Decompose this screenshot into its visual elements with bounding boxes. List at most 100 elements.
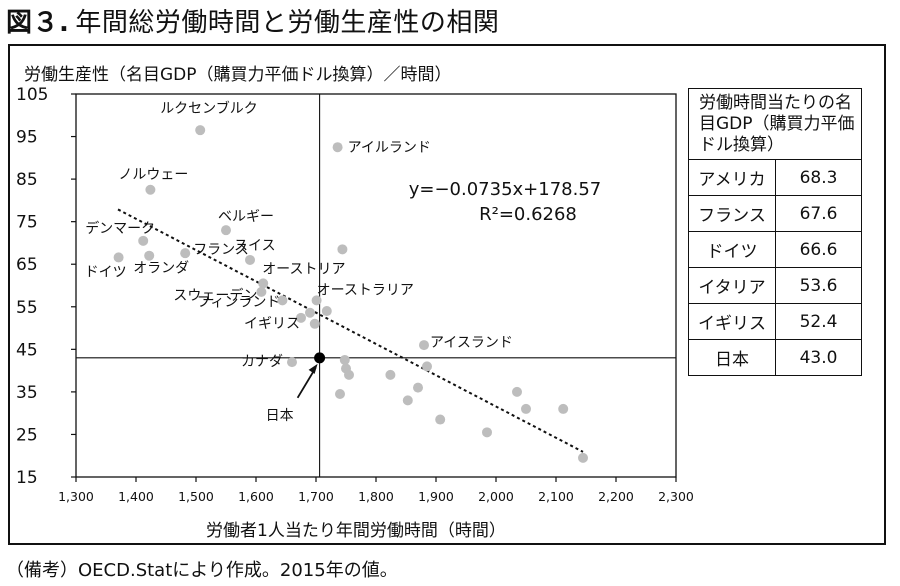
data-point	[521, 403, 531, 414]
data-point	[321, 306, 332, 317]
point-label: ルクセンブルク	[160, 100, 258, 117]
data-point	[138, 235, 149, 246]
point-label: ノルウェー	[118, 167, 188, 183]
side-table-value: 66.6	[799, 239, 838, 260]
x-tick-label: 1,900	[418, 489, 454, 504]
data-point	[296, 312, 306, 323]
side-table-value: 68.3	[799, 167, 838, 188]
data-point	[422, 361, 432, 372]
point-label: カナダ	[241, 354, 283, 370]
data-point	[145, 184, 156, 195]
data-point	[512, 386, 522, 397]
side-table-row: イタリア 53.6	[689, 268, 861, 304]
y-tick-label: 15	[16, 468, 38, 488]
data-point	[195, 125, 206, 136]
data-point	[435, 414, 446, 425]
x-tick-label: 1,600	[238, 489, 274, 504]
side-table: 労働時間当たりの名目GDP（購買力平価ドル換算） アメリカ 68.3 フランス 67.…	[688, 88, 862, 376]
side-table-country: アメリカ	[689, 160, 776, 195]
y-axis-title: 労働生産性（名目GDP（購買力平価ドル換算）／時間）	[24, 65, 452, 85]
side-table-body: アメリカ 68.3 フランス 67.6 ドイツ 66.6 イタリア 53.6 イギリス 52.4 日…	[689, 160, 861, 375]
data-point	[311, 295, 322, 306]
y-tick-label: 35	[16, 383, 38, 403]
x-axis-title: 労働者1人当たり年間労働時間（時間）	[206, 521, 506, 541]
regression-equation: y=−0.0735x+178.57	[409, 179, 602, 200]
figure-note: （備考）OECD.Statにより作成。2015年の値。	[6, 560, 398, 581]
point-label: オランダ	[133, 261, 189, 277]
data-point	[558, 403, 569, 414]
side-table-country: ドイツ	[689, 232, 776, 267]
y-tick-label: 105	[16, 85, 48, 105]
data-point	[256, 286, 267, 297]
side-table-row: アメリカ 68.3	[689, 160, 861, 196]
data-point	[482, 427, 492, 438]
data-point	[385, 369, 396, 380]
side-table-row: 日本 43.0	[689, 340, 861, 375]
figure-number: 図３.	[6, 8, 70, 38]
x-tick-label: 2,100	[538, 489, 574, 504]
point-label: イギリス	[244, 316, 300, 332]
data-point	[258, 278, 269, 289]
side-table-row: フランス 67.6	[689, 196, 861, 232]
y-tick-label: 25	[16, 425, 38, 445]
figure-title-text: 年間総労働時間と労働生産性の相関	[75, 8, 500, 38]
point-label: ドイツ	[85, 264, 127, 280]
data-point	[221, 225, 231, 236]
data-point	[402, 395, 413, 406]
side-table-country: イタリア	[689, 268, 776, 303]
x-tick-label: 1,400	[118, 489, 154, 504]
data-point	[335, 389, 345, 400]
data-point	[305, 307, 315, 318]
data-point	[287, 357, 297, 368]
x-tick-label: 2,300	[658, 489, 694, 504]
side-table-country: 日本	[689, 340, 776, 375]
side-table-value: 43.0	[799, 347, 838, 368]
japan-arrow	[296, 367, 317, 399]
chart-frame	[8, 44, 886, 545]
side-table-row: イギリス 52.4	[689, 304, 861, 340]
point-label: スウェーデン	[173, 287, 257, 304]
point-label: ベルギー	[218, 209, 274, 225]
point-label: オーストリア	[262, 261, 345, 277]
figure-title: 図３. 年間総労働時間と労働生産性の相関	[6, 2, 499, 39]
data-point	[144, 250, 155, 261]
japan-arrow-head	[308, 363, 318, 374]
data-point	[180, 248, 191, 259]
y-tick-label: 85	[16, 170, 38, 190]
side-table-value: 53.6	[799, 275, 838, 296]
y-tick-label: 45	[16, 340, 38, 360]
side-table-row: ドイツ 66.6	[689, 232, 861, 268]
point-label: 日本	[266, 408, 294, 424]
point-label: アイスランド	[430, 335, 513, 351]
point-label: スイス	[234, 238, 276, 254]
data-point	[344, 369, 354, 380]
y-tick-label: 65	[16, 255, 38, 275]
side-table-country: イギリス	[689, 304, 776, 339]
data-point	[332, 142, 343, 153]
data-point	[337, 244, 348, 255]
side-table-country: フランス	[689, 196, 776, 231]
data-point-japan	[314, 352, 326, 364]
point-label: アイルランド	[348, 140, 431, 156]
point-label: オーストラリア	[317, 282, 414, 298]
regression-r2: R²=0.6268	[479, 204, 577, 225]
side-table-value: 52.4	[799, 311, 838, 332]
data-point	[339, 354, 350, 365]
x-tick-label: 1,300	[58, 489, 94, 504]
data-point	[113, 252, 124, 263]
data-point	[413, 382, 423, 393]
x-tick-label: 1,700	[298, 489, 334, 504]
data-point	[277, 295, 288, 306]
point-label: デンマーク	[85, 220, 155, 237]
y-tick-label: 95	[16, 128, 38, 148]
x-tick-label: 1,800	[358, 489, 394, 504]
data-point	[245, 254, 255, 265]
y-tick-label: 55	[16, 298, 38, 318]
point-label: フランス	[193, 242, 249, 258]
x-tick-label: 2,200	[598, 489, 634, 504]
data-point	[419, 340, 429, 351]
x-tick-label: 1,500	[178, 489, 214, 504]
point-label: フィンランド	[197, 294, 281, 310]
x-tick-label: 2,000	[478, 489, 514, 504]
data-point	[578, 452, 588, 463]
